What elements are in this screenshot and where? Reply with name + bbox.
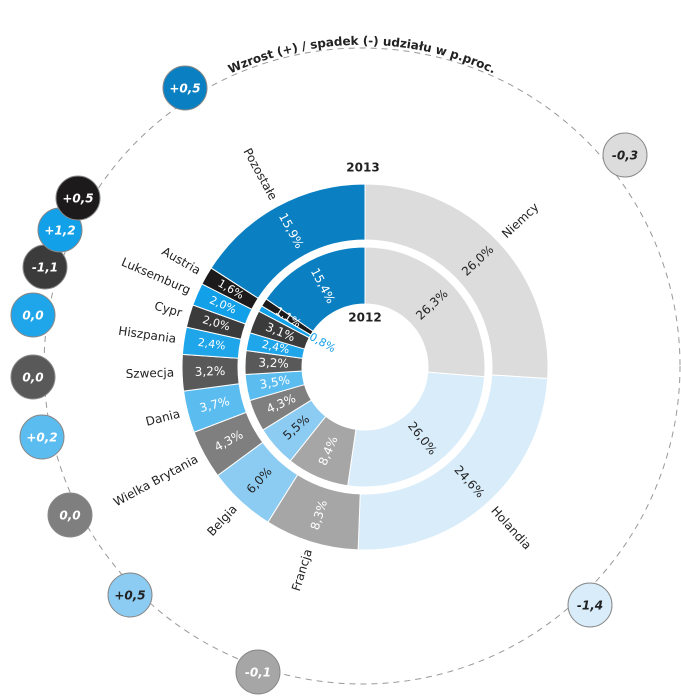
title-path: Wzrost (+) / spadek (-) udziału w p.proc… [226,33,499,76]
change-label: -1,1 [32,261,58,275]
category-label: Wielka Brytania [111,452,200,509]
change-bubble [10,292,56,338]
category-label: Pozostałe [241,146,281,203]
category-label: Francja [289,547,315,592]
category-label: Niemcy [499,200,541,241]
value-label: 3,5% [259,373,291,392]
change-label: -0,1 [245,666,271,680]
change-bubble [235,649,281,695]
slice [210,183,366,299]
change-label: -0,3 [612,149,638,163]
series-label: 2012 [348,311,381,325]
slice [347,371,486,488]
value-label: 2,4% [261,338,291,357]
value-label: 3,2% [195,364,226,379]
change-bubble [10,354,56,400]
slice [364,246,486,378]
change-label: 0,0 [59,509,80,523]
change-bubble [47,492,93,538]
change-bubble [19,414,65,460]
change-label: +0,5 [169,82,200,96]
change-label: +0,5 [62,192,93,206]
change-label: +0,2 [26,431,57,445]
change-label: -1,4 [577,599,603,613]
series-label: 2013 [346,161,379,175]
change-label: 0,0 [22,309,43,323]
chart-title: Wzrost (+) / spadek (-) udziału w p.proc… [226,33,499,76]
change-label: +0,5 [114,589,145,603]
category-label: Holandia [488,504,534,553]
change-circle [43,47,681,685]
change-label: 0,0 [22,371,43,385]
category-label: Cypr [153,299,184,320]
change-label: +1,2 [44,224,75,238]
category-label: Dania [144,407,181,429]
category-label: Hiszpania [117,324,177,346]
value-label: 3,2% [258,355,289,370]
category-label: Szwecja [125,366,174,382]
slice [265,246,366,332]
value-label: 2,4% [197,336,227,353]
change-bubble [107,572,153,618]
change-bubble [55,175,101,221]
rings [181,183,549,551]
category-label: Belgia [204,502,240,539]
slice [357,374,549,551]
change-bubble [567,582,613,628]
change-bubble [602,132,648,178]
value-label: 0,8% [307,330,338,355]
change-bubble [162,65,208,111]
